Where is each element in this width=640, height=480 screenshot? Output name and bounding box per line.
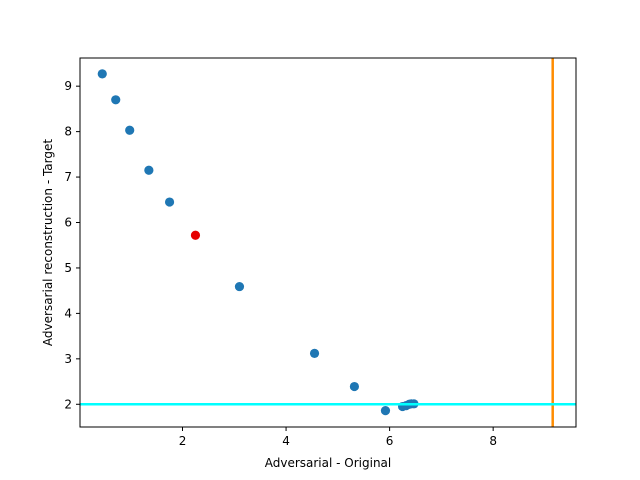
scatter-point — [380, 406, 391, 416]
x-axis-label: Adversarial - Original — [265, 456, 392, 470]
y-tick-label: 2 — [64, 397, 72, 411]
scatter-point — [125, 125, 135, 135]
y-tick-label: 9 — [64, 79, 72, 93]
y-tick-label: 7 — [64, 170, 72, 184]
scatter-point — [111, 95, 121, 105]
y-tick-label: 6 — [64, 216, 72, 230]
y-axis-label: Adversarial reconstruction - Target — [41, 139, 55, 346]
axes-frame — [79, 57, 577, 428]
plot-content — [80, 58, 576, 427]
x-tick-label: 2 — [179, 434, 187, 448]
scatter-point — [97, 69, 107, 79]
y-tick-label: 8 — [64, 125, 72, 139]
y-tick-label: 3 — [64, 352, 72, 366]
scatter-point — [234, 281, 245, 292]
x-tick-label: 6 — [386, 434, 394, 448]
scatter-point — [349, 381, 360, 392]
x-tick-label: 8 — [489, 434, 497, 448]
scatter-point — [309, 348, 320, 358]
y-tick-label: 4 — [64, 306, 72, 320]
plot-area — [80, 58, 576, 427]
scatter-point — [164, 197, 175, 207]
axes: 2 4 6 8 2 3 4 5 6 7 8 9 — [64, 57, 577, 448]
scatter-point — [144, 165, 154, 175]
y-tick-label: 5 — [64, 261, 72, 275]
scatter-point — [190, 230, 201, 240]
x-tick-label: 4 — [282, 434, 290, 448]
